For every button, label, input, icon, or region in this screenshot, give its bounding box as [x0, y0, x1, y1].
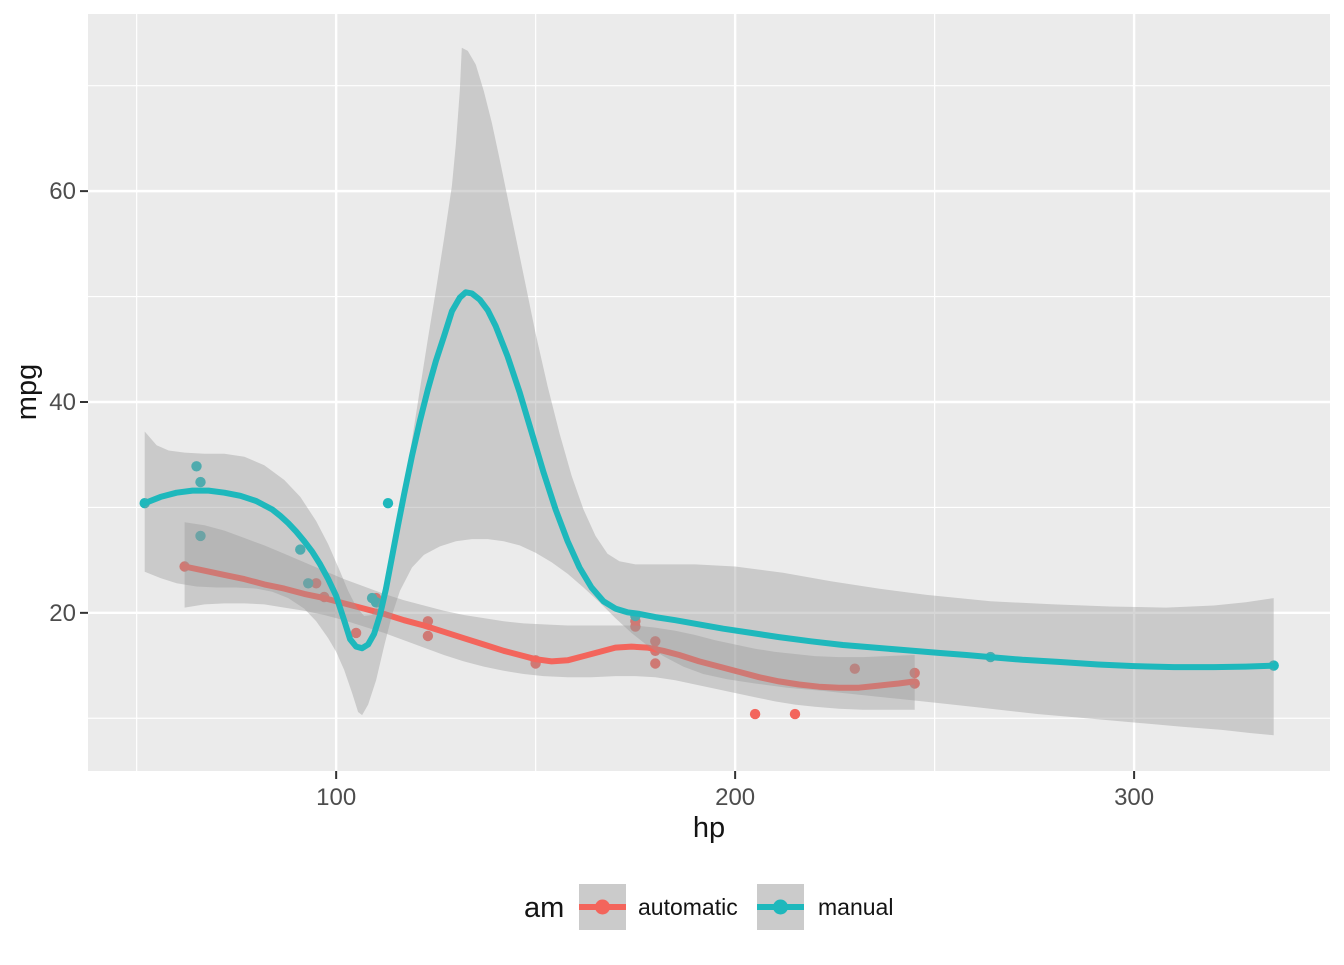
y-tick-label: 40 [49, 389, 76, 416]
data-point-automatic [650, 636, 661, 647]
data-point-manual [303, 578, 314, 589]
confidence-ribbon-automatic [184, 522, 915, 710]
data-point-manual [366, 592, 378, 604]
x-axis-title: hp [693, 812, 725, 844]
data-point-manual [295, 544, 306, 555]
data-point-automatic [422, 630, 434, 642]
legend-key-manual [757, 884, 804, 930]
data-point-manual [382, 498, 394, 509]
y-tick-label: 20 [49, 600, 76, 627]
legend-label-automatic: automatic [638, 894, 738, 920]
data-point-automatic [350, 627, 362, 639]
y-tick-label: 60 [49, 178, 76, 205]
legend-key-point [595, 899, 610, 915]
data-point-automatic [749, 708, 761, 720]
legend-key-point [773, 899, 788, 915]
data-point-manual [195, 530, 206, 542]
data-point-automatic [849, 663, 860, 674]
x-tick-label: 100 [316, 784, 356, 811]
x-tick-label: 300 [1114, 784, 1154, 811]
plot-panel [88, 14, 1330, 771]
data-point-automatic [650, 658, 661, 669]
data-point-manual [195, 476, 206, 488]
legend-label-manual: manual [818, 894, 893, 920]
legend-key-automatic [579, 884, 626, 930]
x-tick-label: 200 [715, 784, 755, 811]
y-axis-title: mpg [11, 364, 43, 420]
smooth-line-automatic [181, 563, 918, 691]
legend-title: am [524, 892, 564, 924]
data-point-automatic [909, 667, 920, 679]
legend: am automatic manual [524, 884, 893, 930]
smooth-line-manual [141, 289, 1277, 671]
data-point-manual [191, 461, 202, 472]
data-point-automatic [311, 578, 322, 589]
data-point-automatic [789, 708, 801, 720]
